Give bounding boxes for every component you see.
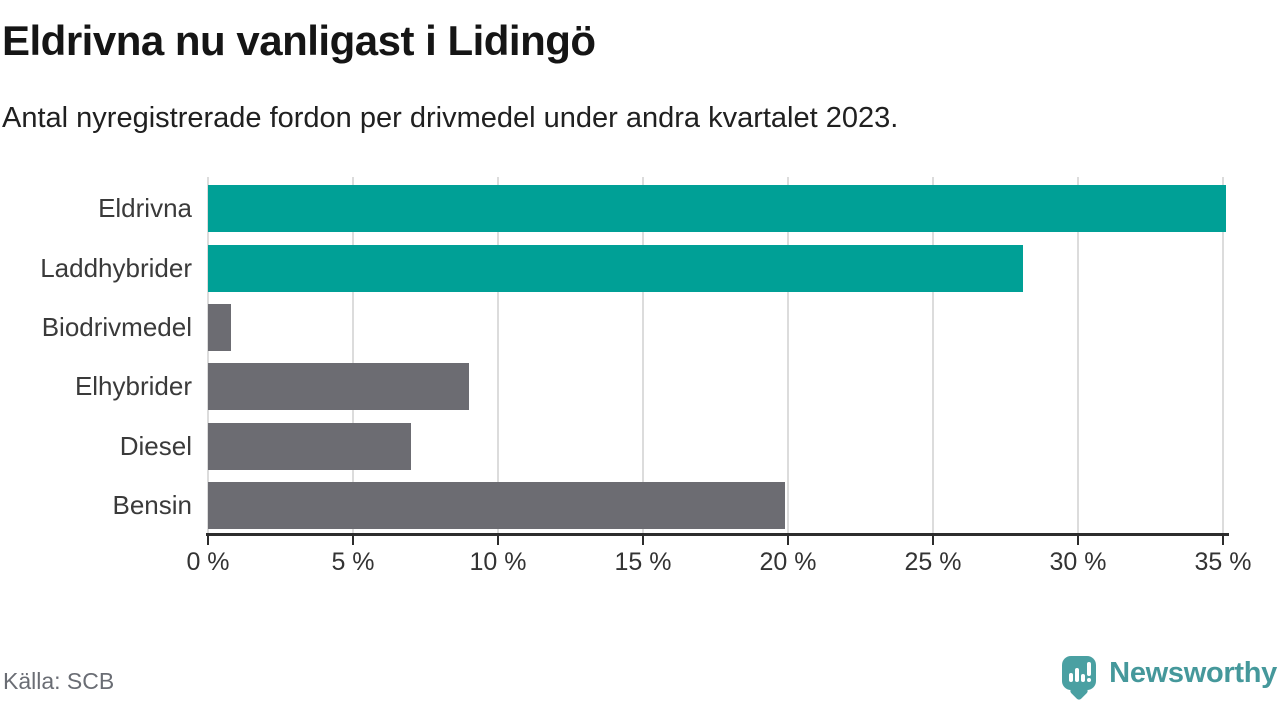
chart-subtitle: Antal nyregistrerade fordon per drivmede…	[2, 102, 899, 134]
x-axis-tick-label: 5 %	[331, 548, 375, 576]
bar-eldrivna	[208, 185, 1226, 233]
newsworthy-logo-icon	[1062, 656, 1097, 702]
exclamation-icon	[1087, 662, 1092, 676]
x-axis-tick-label: 30 %	[1049, 548, 1107, 576]
mini-bar-icon	[1069, 673, 1074, 682]
x-axis-tick	[1222, 536, 1224, 545]
category-label: Elhybrider	[74, 371, 192, 402]
gridline	[352, 177, 354, 533]
bar-bensin	[208, 481, 786, 529]
category-label: Laddhybrider	[40, 252, 192, 283]
x-axis-tick	[497, 536, 499, 545]
gridline	[787, 177, 789, 533]
gridline	[1077, 177, 1079, 533]
x-axis-tick-label: 15 %	[614, 548, 672, 576]
gridline	[497, 177, 499, 533]
exclamation-dot-icon	[1087, 678, 1092, 682]
bar-elhybrider	[208, 363, 469, 411]
x-axis-line	[206, 533, 1229, 536]
gridline	[1222, 177, 1224, 533]
speech-bubble	[1062, 656, 1097, 690]
gridline	[642, 177, 644, 533]
gridline	[932, 177, 934, 533]
x-axis-tick	[932, 536, 934, 545]
x-axis-tick	[787, 536, 789, 545]
brand-logo: Newsworthy	[1062, 652, 1277, 702]
category-label: Biodrivmedel	[41, 311, 192, 342]
bar-diesel	[208, 422, 411, 470]
x-axis-tick	[352, 536, 354, 545]
chart-title: Eldrivna nu vanligast i Lidingö	[2, 17, 596, 64]
brand-name: Newsworthy	[1109, 657, 1277, 689]
category-label: Diesel	[119, 430, 192, 461]
x-axis-tick	[207, 536, 209, 545]
x-axis-tick	[1077, 536, 1079, 545]
x-axis-tick-label: 35 %	[1194, 548, 1252, 576]
x-axis-tick	[642, 536, 644, 545]
x-axis-tick-label: 10 %	[469, 548, 527, 576]
mini-bar-icon	[1081, 674, 1086, 682]
x-axis-tick-label: 20 %	[759, 548, 817, 576]
source-note: Källa: SCB	[3, 668, 115, 694]
gridline	[207, 177, 209, 533]
bar-laddhybrider	[208, 244, 1023, 292]
category-label: Bensin	[112, 489, 193, 520]
bar-biodrivmedel	[208, 303, 232, 351]
mini-bar-icon	[1075, 668, 1080, 682]
x-axis-tick-label: 25 %	[904, 548, 962, 576]
x-axis-tick-label: 0 %	[186, 548, 230, 576]
category-label: Eldrivna	[98, 193, 192, 224]
